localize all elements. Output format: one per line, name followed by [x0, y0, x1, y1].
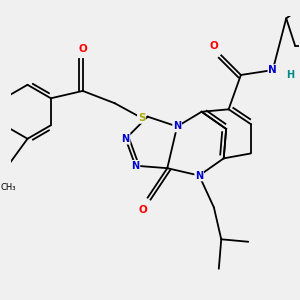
Text: N: N	[131, 161, 140, 171]
Text: N: N	[173, 122, 181, 131]
Text: N: N	[268, 65, 277, 75]
Text: CH₃: CH₃	[0, 183, 16, 192]
Text: O: O	[209, 40, 218, 50]
Text: O: O	[138, 205, 147, 215]
Text: H: H	[286, 70, 294, 80]
Text: S: S	[138, 113, 146, 123]
Text: N: N	[122, 134, 130, 144]
Text: N: N	[195, 170, 203, 181]
Text: O: O	[78, 44, 87, 54]
